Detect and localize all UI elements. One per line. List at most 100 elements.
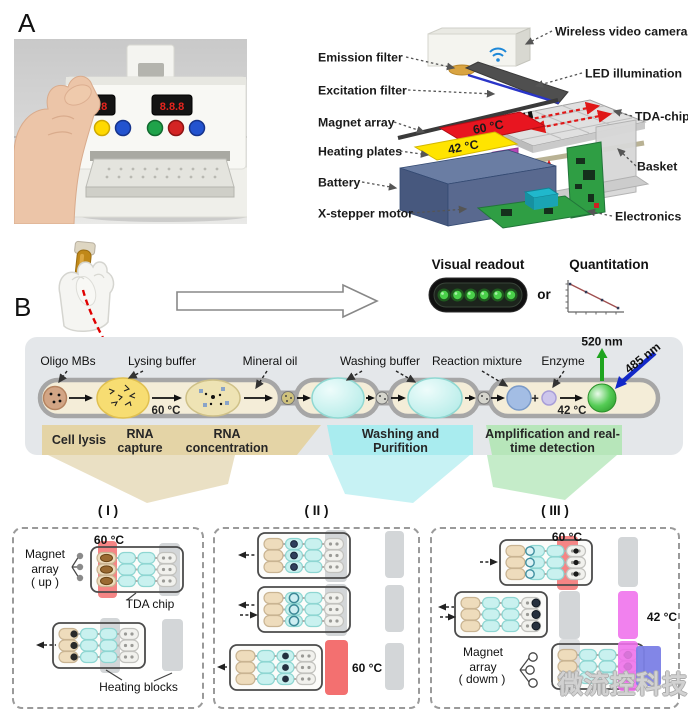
step1-magnet-label: Magnet array [24,547,66,576]
stage-band-washing [327,425,473,455]
bead-knots [281,391,491,405]
sample-tray [85,158,235,198]
droplet-concentration [185,379,241,417]
reagent-leaders [58,370,565,390]
label-enzyme: Enzyme [541,354,585,368]
led-display-right: 8.8.8 [151,94,193,116]
label-basket: Basket [637,160,677,174]
holding-hand [14,75,101,224]
step3-temp-warm: 42 °C [646,610,678,624]
plus-sign: + [531,391,539,406]
exploded-diagram: 60 °C 42 °C [318,25,688,229]
watermark-logo-icon [541,677,552,689]
heating-plate-42: 42 °C [413,131,519,161]
quantitation-title: Quantitation [569,257,649,272]
tda-chip-step2-b [257,584,351,636]
label-led-illumination: LED illumination [585,67,682,81]
hot-plate-label: 60 °C [472,117,505,137]
droplet-lysing [96,377,150,419]
droplet-washing-1 [311,377,365,419]
label-electronics: Electronics [615,210,681,224]
tda-chip-step3-b [454,591,548,638]
step2-arrows-b [238,601,258,619]
stage-amplification: Amplification and real-time detection [485,427,620,456]
readout-wells [437,288,518,302]
led-illumination-part [464,61,569,105]
quantitation-chart [565,280,624,315]
tda-chip-step1-bottom [52,618,146,673]
heating-block-60 [325,640,348,695]
leader-arrows [361,30,637,217]
stage-rna-concentration: RNA concentration [185,427,269,456]
heating-block-idle [162,619,183,671]
label-heating-plates: Heating plates [318,145,402,159]
step-panel-3: 60 °C 42 °C Magnet array ( dowm ) [430,527,680,709]
step-panel-1: 60 °C Magnet array ( up ) TDA chip Heati… [12,527,204,709]
step1-heating-blocks-label: Heating blocks [99,680,178,694]
glove [58,261,115,332]
tda-chip-step1-top [90,541,184,598]
or-label: or [537,287,551,302]
lysis-temp: 60 °C [152,405,181,417]
device-photo: 8.8.8 8.8.8 [14,39,247,224]
device-body: 8.8.8 8.8.8 [63,44,247,218]
stage-washing: Washing and Purifition [361,427,440,456]
standard-curve-line [569,283,619,309]
heating-block-42 [618,591,638,639]
visual-readout-title: Visual readout [431,257,525,272]
step3-title: ( III ) [541,503,569,518]
wifi-icon [489,47,507,62]
step2-temp: 60 °C [352,661,383,675]
panel-b-label: B [14,292,32,322]
visual-readout-display [428,277,528,313]
flow-arrows [69,394,583,402]
droplet-enzyme [541,390,557,406]
label-wireless-camera: Wireless video camera [555,25,688,39]
step3-temp-hot: 60 °C [551,530,583,544]
workflow-strip: + 60 °C 42 °C [25,337,683,503]
label-emission-filter: Emission filter [318,51,403,65]
excitation-arrow [615,351,657,389]
gloved-hand-sample [58,240,115,332]
tda-chip-step3-a [499,536,593,590]
step3-magnet-label: Magnet array [462,645,504,674]
step1-title: ( I ) [97,503,119,518]
step1-temp: 60 °C [93,533,125,547]
label-battery: Battery [318,176,361,190]
motor-driver-box [523,187,560,210]
wireless-camera [427,27,531,67]
emission-arrow [596,348,608,381]
panel-a-label: A [18,8,36,38]
stage-cell-lysis: Cell lysis [51,433,107,447]
step1-move-arrow [36,641,56,649]
watermark-text: 微流控科技 [557,671,688,699]
funnel-washing [328,455,470,503]
label-excitation-filter: Excitation filter [318,84,407,98]
magnet-array-up-icon [71,552,84,582]
magnet-block-down [636,646,661,686]
funnel-lysis [48,455,235,503]
stage-rna-capture: RNA capture [117,427,163,456]
label-lysing-buffer: Lysing buffer [127,354,197,368]
display-right-value: 8.8.8 [160,101,184,113]
amp-temp: 42 °C [558,405,587,417]
emission-wavelength: 520 nm [581,337,622,349]
tda-chip-step2-a [257,530,351,582]
step-panel-2: 60 °C [213,527,420,709]
step3-graphics [438,536,661,694]
heating-plate-60: 60 °C [438,111,547,144]
workflow-arrow [176,283,379,319]
droplet-reaction [506,385,532,411]
stage-band-amplification [486,425,622,455]
step2-title: ( II ) [304,503,329,518]
magnet-array-down-icon [519,652,538,688]
label-oligo-mbs: Oligo MBs [40,354,96,368]
step2-arrow-a [238,551,256,559]
label-tda-chip: TDA-chip [635,110,688,124]
droplet-cell-sample [42,385,68,411]
warm-plate-label: 42 °C [447,137,480,157]
label-washing-buffer: Washing buffer [339,354,421,368]
droplet-product [587,383,617,413]
step1-magnet-state: ( up ) [30,575,59,589]
